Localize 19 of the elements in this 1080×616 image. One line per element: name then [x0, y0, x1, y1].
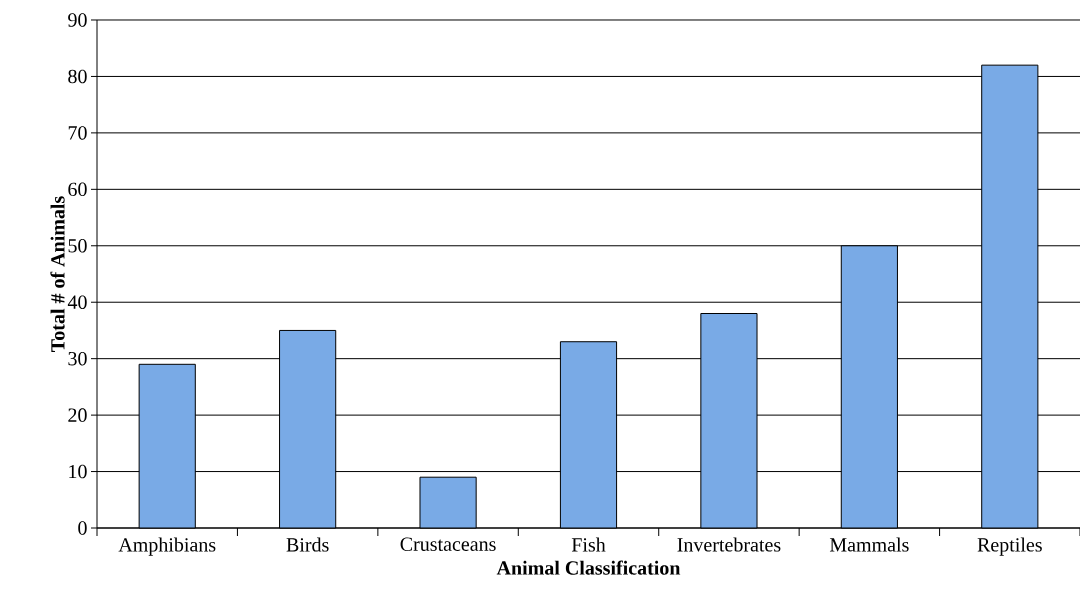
x-tick-label: Invertebrates [677, 537, 781, 552]
y-tick-label: 50 [68, 239, 87, 253]
y-tick-label: 80 [68, 69, 87, 84]
x-tick-label: Birds [286, 537, 329, 552]
y-tick-label: 20 [68, 408, 87, 422]
y-tick-label: 70 [68, 126, 87, 140]
x-axis-title: Animal Classification [496, 560, 681, 575]
y-axis-title: Total # of Animals [50, 196, 65, 352]
x-tick-label: Crustaceans [400, 537, 496, 551]
x-tick-label: Amphibians [118, 537, 216, 556]
x-tick-label: Fish [571, 537, 606, 552]
y-tick-label: 60 [68, 182, 87, 197]
x-tick-label: Mammals [829, 537, 909, 552]
y-tick-label: 0 [78, 521, 87, 535]
x-tick-label: Reptiles [977, 537, 1042, 556]
y-tick-label: 10 [69, 464, 87, 479]
y-tick-label: 40 [67, 295, 87, 309]
y-tick-label: 90 [68, 13, 87, 27]
y-tick-label: 30 [68, 351, 87, 366]
